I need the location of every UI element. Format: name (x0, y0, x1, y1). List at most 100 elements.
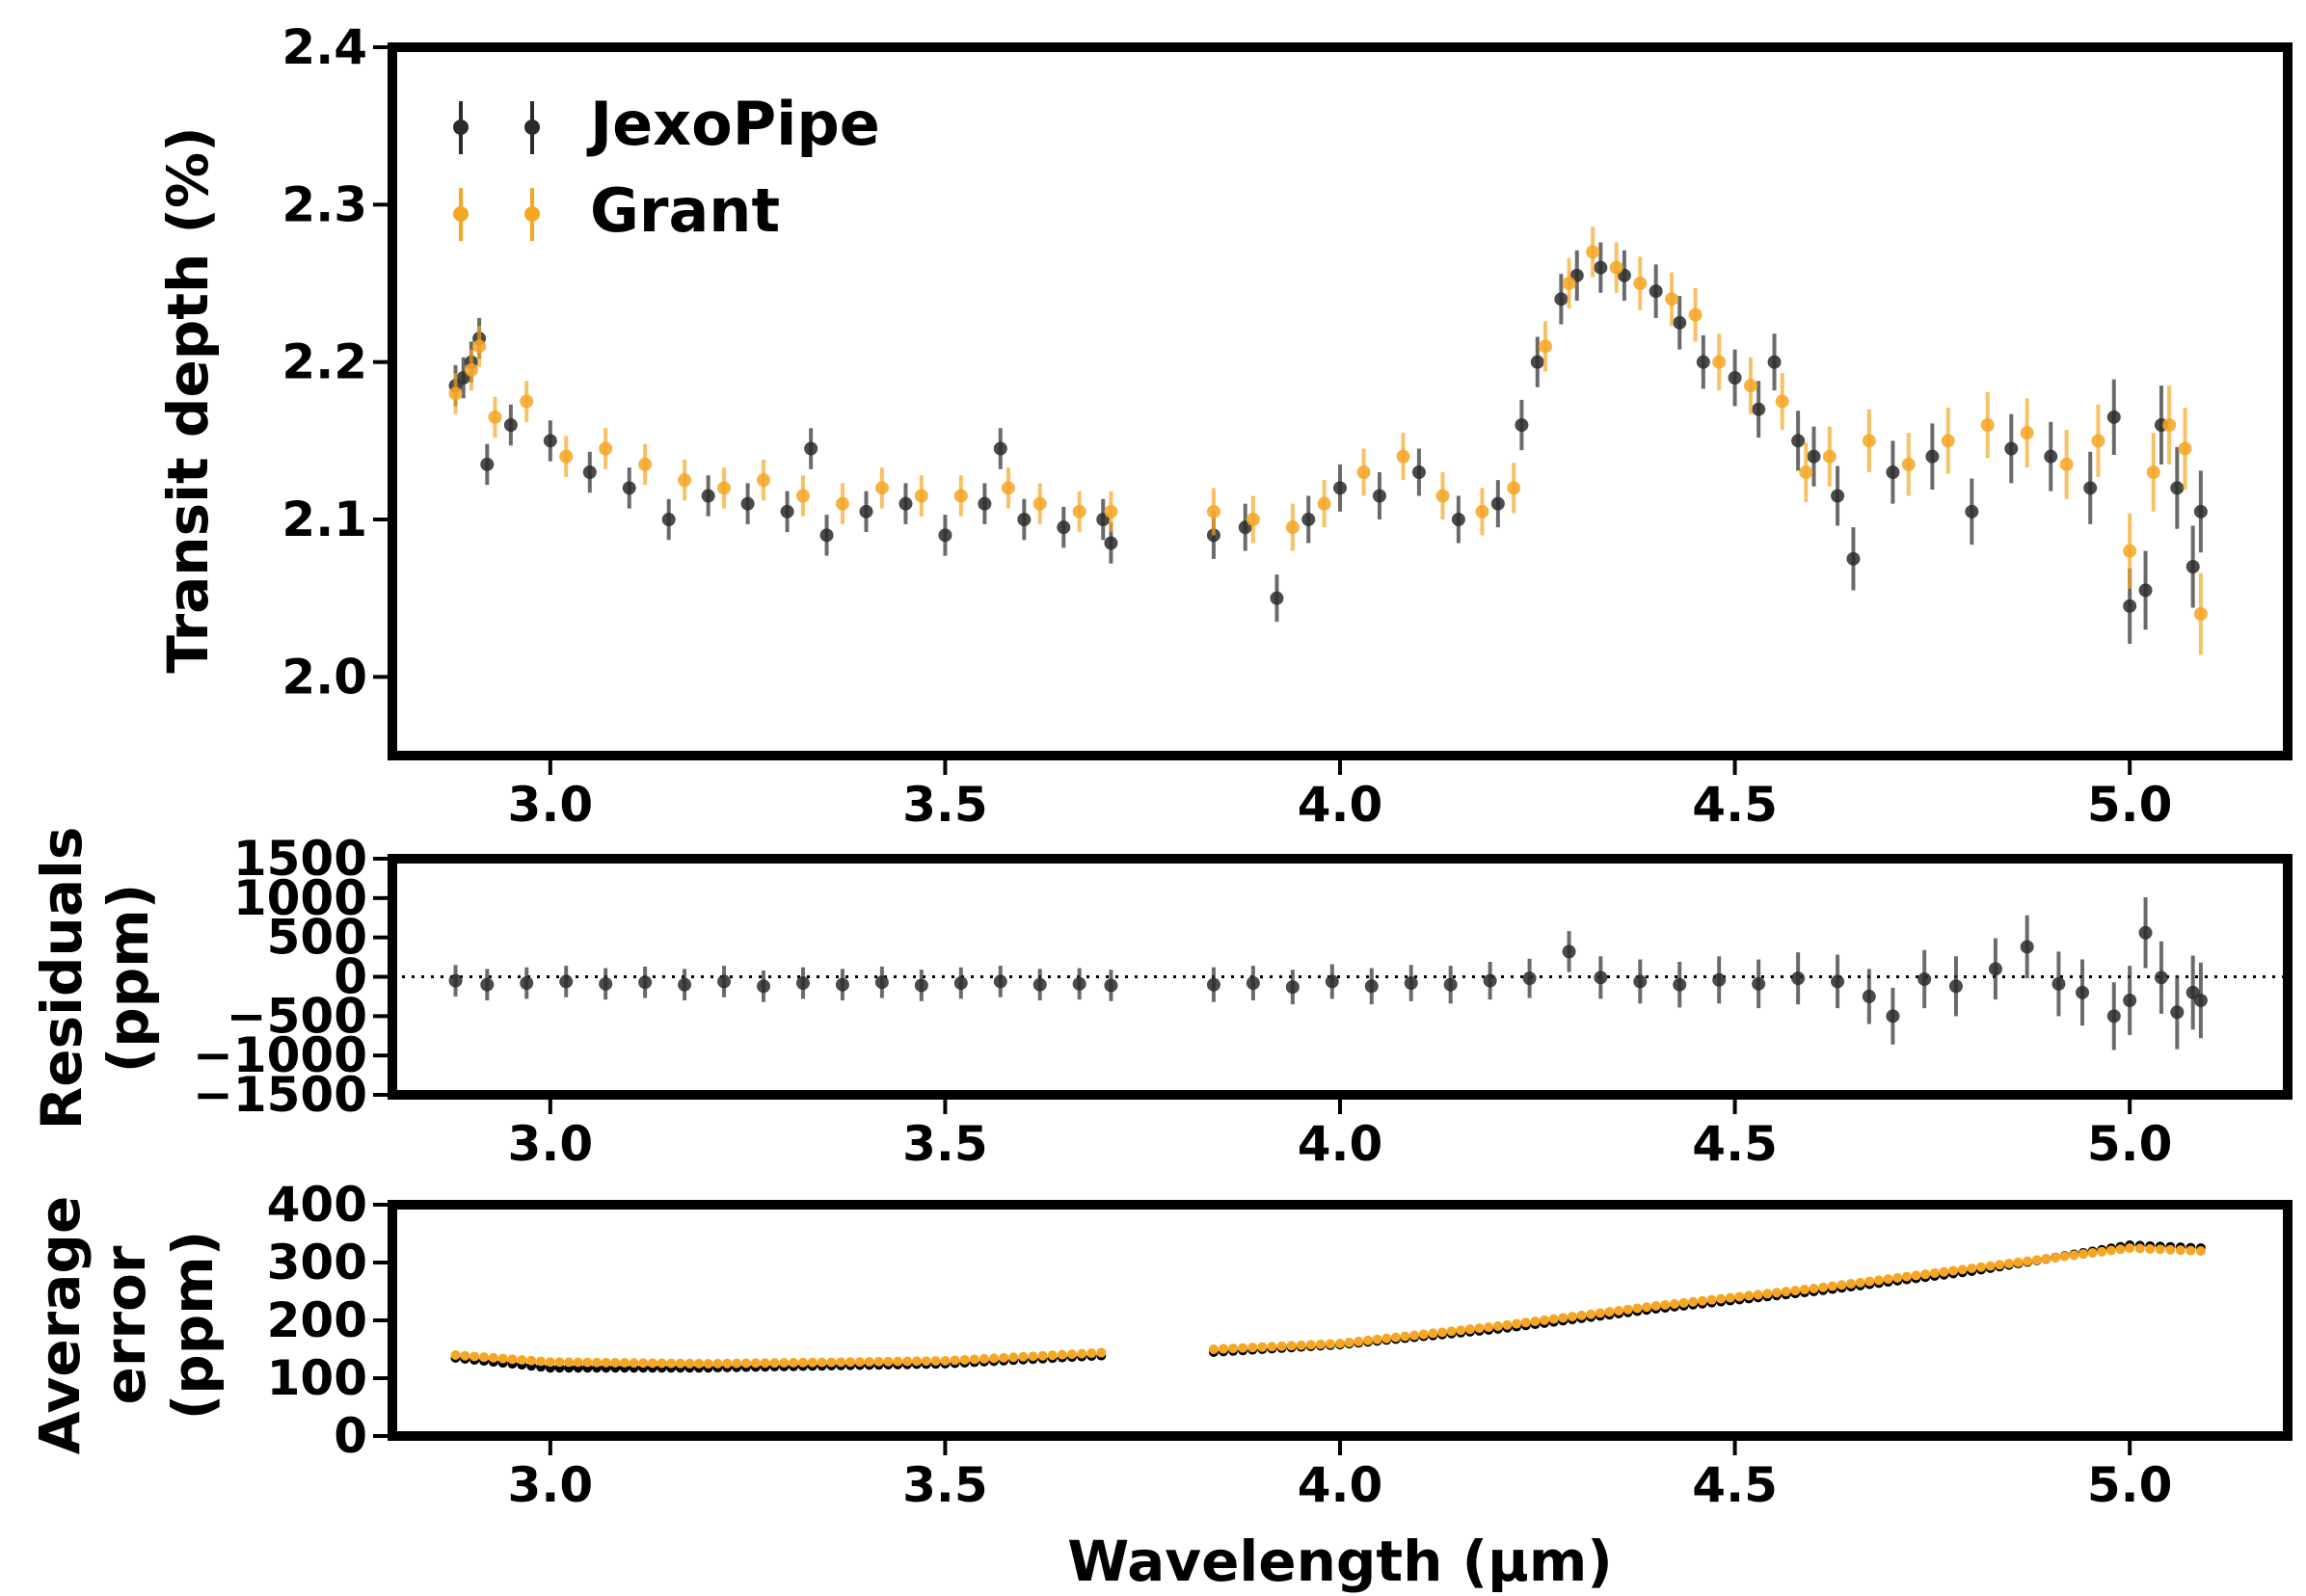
grant-error-point (1669, 1298, 1679, 1309)
ytick-label: −500 (227, 988, 367, 1044)
grant-point (472, 339, 487, 354)
grant-error-point (769, 1358, 780, 1369)
grant-point (757, 473, 771, 488)
grant-point (1901, 457, 1916, 471)
jexopipe-grant-point (914, 978, 928, 993)
grant-error-point (1492, 1321, 1503, 1331)
jexopipe-grant-point (953, 976, 968, 991)
jexopipe-grant-point (757, 979, 771, 994)
jexopipe-point (1515, 418, 1529, 432)
grant-error-point (1066, 1349, 1077, 1360)
grant-error-point (2165, 1244, 2176, 1255)
grant-point (2091, 434, 2105, 448)
grant-error-point (526, 1355, 537, 1366)
jexopipe-grant-point (2138, 925, 2153, 940)
grant-error-point (610, 1357, 621, 1368)
grant-error-point (864, 1356, 874, 1367)
grant-error-point (1315, 1339, 1326, 1349)
jexopipe-grant-point (1404, 976, 1418, 991)
grant-error-point (1267, 1342, 1277, 1352)
grant-error-point (722, 1358, 733, 1369)
grant-error-point (1939, 1266, 1949, 1277)
grant-error-point (883, 1356, 894, 1367)
grant-point (1633, 277, 1648, 290)
grant-error-point (1446, 1326, 1457, 1337)
grant-point (1206, 504, 1220, 519)
grant-error-point (2145, 1243, 2156, 1254)
jexopipe-point (1104, 536, 1118, 550)
jexopipe-grant-point (1988, 962, 2002, 976)
jexopipe-grant-point (1562, 944, 1576, 959)
transit-frame (388, 42, 2293, 760)
jexopipe-grant-point (2051, 976, 2066, 991)
jexopipe-grant-point (1791, 971, 1806, 986)
grant-error-point (1344, 1337, 1354, 1347)
jexopipe-grant-point (1831, 974, 1845, 989)
ytick-label: 1000 (233, 870, 367, 926)
ytick-label: −1500 (193, 1067, 367, 1123)
grant-error-point (911, 1356, 922, 1367)
jexopipe-grant-point (1522, 971, 1537, 986)
grant-error-point (1381, 1333, 1392, 1343)
jexopipe-grant-point (1032, 977, 1047, 992)
grant-point (448, 386, 463, 401)
grant-point (2020, 426, 2034, 440)
jexopipe-point (1925, 449, 1940, 464)
jexopipe-point (1490, 496, 1505, 511)
ytick-label: 500 (267, 910, 367, 966)
grant-error-point (1632, 1303, 1643, 1314)
grant-error-point (2031, 1255, 2042, 1265)
jexopipe-point (1594, 260, 1608, 275)
jexopipe-grant-point (1206, 977, 1220, 992)
grant-error-point (1208, 1344, 1219, 1354)
grant-error-point (750, 1358, 761, 1369)
grant-error-point (1047, 1350, 1058, 1361)
grant-error-point (789, 1357, 799, 1368)
grant-error-point (959, 1354, 970, 1365)
error-data-layer (450, 1240, 2206, 1373)
grant-error-point (930, 1356, 941, 1367)
jexopipe-point (1965, 504, 1979, 519)
grant-error-point (1688, 1296, 1699, 1307)
ytick-label: 100 (267, 1350, 367, 1406)
grant-point (1799, 466, 1813, 479)
grant-error-point (1567, 1312, 1577, 1322)
grant-error-point (1418, 1329, 1429, 1340)
grant-error-point (1530, 1317, 1541, 1327)
grant-error-point (1734, 1291, 1745, 1302)
grant-error-point (1744, 1290, 1755, 1301)
grant-error-point (507, 1354, 518, 1365)
grant-error-point (1706, 1294, 1717, 1305)
jexopipe-grant-point (1594, 971, 1608, 985)
jexopipe-point (819, 528, 834, 543)
legend-marker-jexopipe (453, 101, 540, 154)
grant-point (1507, 481, 1521, 495)
grant-error-point (1257, 1342, 1268, 1352)
grant-error-point (1762, 1289, 1773, 1299)
grant-point (1072, 504, 1086, 519)
xtick-label: 4.5 (1692, 1116, 1778, 1172)
grant-error-point (1586, 1309, 1596, 1319)
grant-point (1435, 489, 1450, 503)
error-ylabel-line-1: Average (27, 1196, 93, 1455)
jexopipe-grant-point (2154, 971, 2168, 985)
grant-error-point (979, 1353, 989, 1364)
jexopipe-grant-point (2193, 994, 2208, 1007)
jexopipe-grant-point (1072, 976, 1086, 991)
grant-point (874, 481, 889, 495)
grant-error-point (1846, 1279, 1857, 1290)
grant-error-point (1716, 1293, 1727, 1304)
jexopipe-point (1554, 292, 1569, 306)
jexopipe-grant-point (1104, 978, 1118, 993)
grant-error-point (1325, 1339, 1335, 1349)
grant-error-point (1948, 1265, 1959, 1276)
grant-error-point (1247, 1343, 1258, 1353)
jexopipe-grant-point (1483, 973, 1497, 988)
grant-error-point (1400, 1331, 1410, 1342)
xtick-label: 4.5 (1692, 777, 1778, 833)
jexopipe-point (1831, 489, 1845, 503)
grant-point (1475, 504, 1489, 519)
grant-point (2162, 418, 2177, 432)
ytick-label: 400 (267, 1177, 367, 1233)
